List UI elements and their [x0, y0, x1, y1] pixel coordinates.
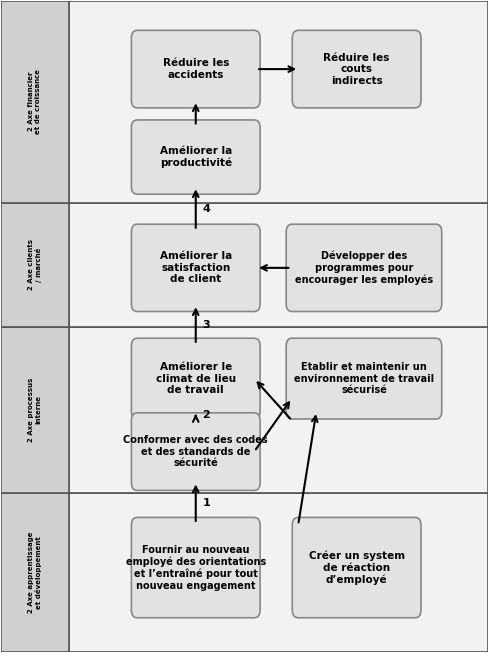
Text: 4: 4: [202, 204, 210, 214]
Text: Etablir et maintenir un
environnement de travail
sécurisé: Etablir et maintenir un environnement de…: [293, 362, 433, 395]
Text: Réduire les
accidents: Réduire les accidents: [162, 58, 228, 80]
Text: 2: 2: [202, 410, 210, 420]
FancyBboxPatch shape: [131, 224, 260, 311]
FancyBboxPatch shape: [0, 326, 69, 492]
FancyBboxPatch shape: [0, 492, 69, 652]
Text: 2 Axe financier
et de croissance: 2 Axe financier et de croissance: [28, 69, 41, 135]
Text: Améliorer la
satisfaction
de client: Améliorer la satisfaction de client: [159, 251, 231, 285]
Text: Fournir au nouveau
employé des orientations
et l’entraîné pour tout
nouveau enga: Fournir au nouveau employé des orientati…: [125, 545, 265, 590]
Text: 3: 3: [202, 319, 210, 330]
FancyBboxPatch shape: [131, 413, 260, 490]
Text: Développer des
programmes pour
encourager les employés: Développer des programmes pour encourage…: [294, 251, 432, 285]
FancyBboxPatch shape: [285, 338, 441, 419]
Text: 2 Axe apprentissage
et développement: 2 Axe apprentissage et développement: [28, 532, 42, 613]
FancyBboxPatch shape: [292, 517, 420, 618]
FancyBboxPatch shape: [292, 30, 420, 108]
Text: Améliorer le
climat de lieu
de travail: Améliorer le climat de lieu de travail: [155, 362, 235, 395]
Text: Créer un system
de réaction
d’employé: Créer un system de réaction d’employé: [308, 550, 404, 584]
FancyBboxPatch shape: [0, 1, 69, 202]
FancyBboxPatch shape: [69, 326, 488, 492]
Text: Réduire les
couts
indirects: Réduire les couts indirects: [323, 52, 389, 86]
FancyBboxPatch shape: [131, 517, 260, 618]
FancyBboxPatch shape: [131, 30, 260, 108]
FancyBboxPatch shape: [69, 492, 488, 652]
FancyBboxPatch shape: [0, 202, 69, 326]
Text: Améliorer la
productivité: Améliorer la productivité: [159, 146, 231, 168]
Text: 2 Axe clients
/ marché: 2 Axe clients / marché: [28, 239, 42, 290]
FancyBboxPatch shape: [285, 224, 441, 311]
FancyBboxPatch shape: [131, 120, 260, 194]
FancyBboxPatch shape: [131, 338, 260, 419]
FancyBboxPatch shape: [69, 202, 488, 326]
Text: Conformer avec des codes
et des standards de
sécurité: Conformer avec des codes et des standard…: [123, 435, 267, 468]
Text: 2 Axe processus
interne: 2 Axe processus interne: [28, 377, 41, 442]
FancyBboxPatch shape: [69, 1, 488, 202]
Text: 1: 1: [202, 498, 210, 508]
